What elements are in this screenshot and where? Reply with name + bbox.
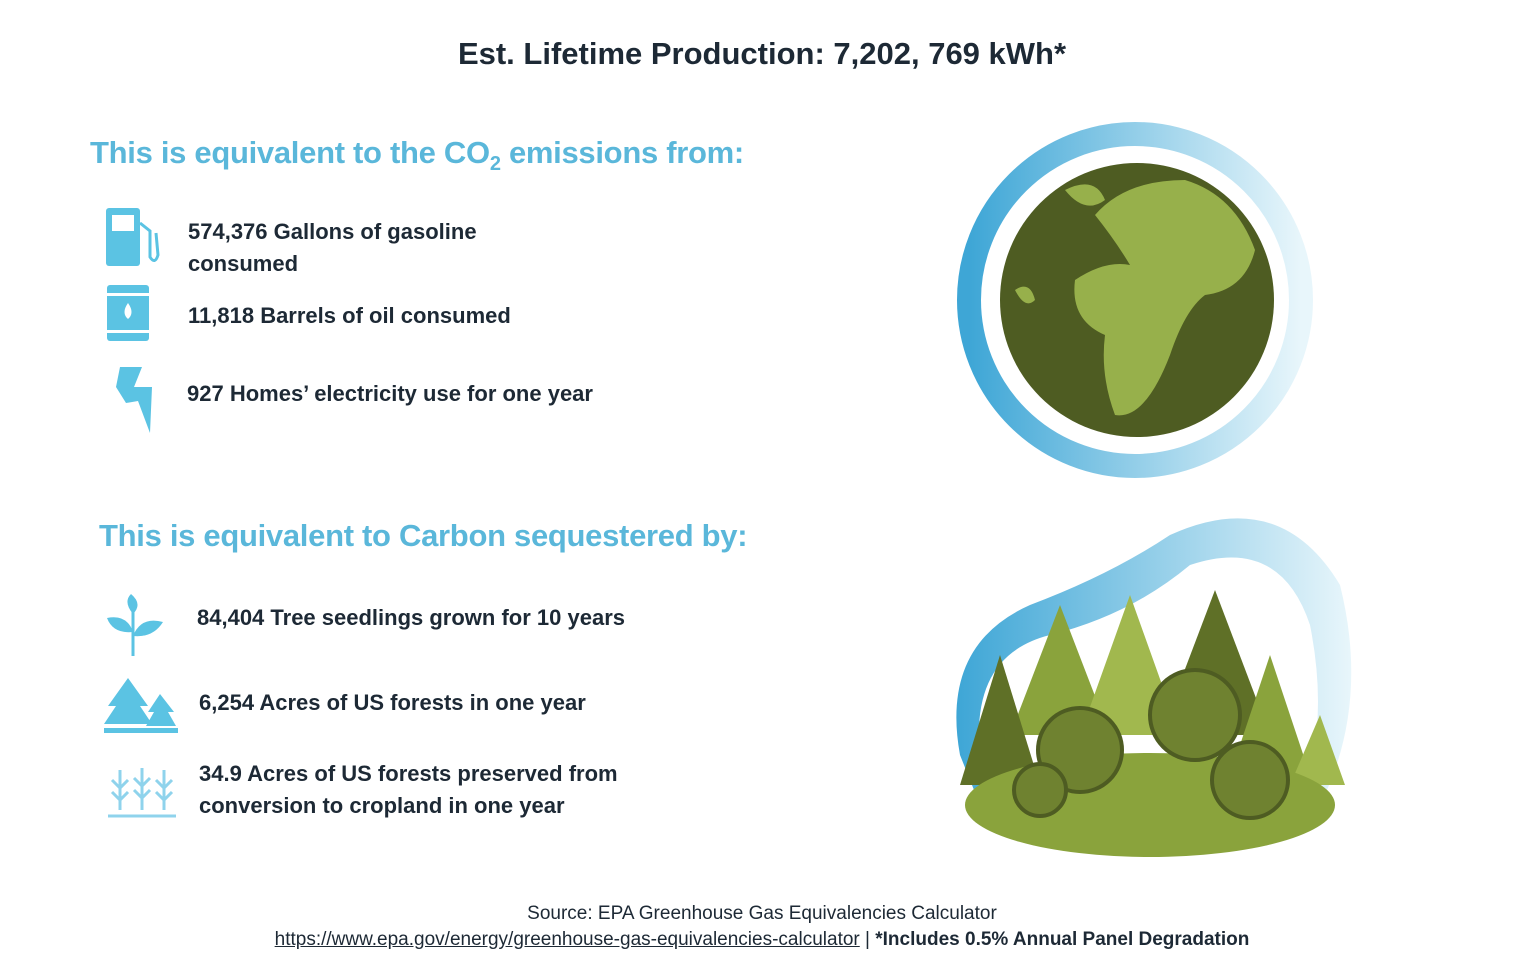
globe-illustration — [957, 122, 1313, 478]
lightning-icon — [116, 367, 152, 433]
separator: | — [865, 929, 870, 950]
tree — [104, 678, 152, 724]
item-text: 84,404 Tree seedlings grown for 10 years — [197, 605, 625, 630]
forest-icon — [104, 678, 178, 733]
ground — [104, 728, 178, 733]
crop-stalks — [108, 768, 176, 818]
source-text: Source: EPA Greenhouse Gas Equivalencies… — [527, 903, 997, 924]
pump-window — [112, 215, 134, 231]
footer-line: https://www.epa.gov/energy/greenhouse-ga… — [0, 929, 1524, 951]
leaves — [107, 594, 163, 637]
tree — [146, 694, 176, 726]
drop — [124, 303, 132, 319]
heading-text: This is equivalent to the CO — [90, 135, 490, 170]
section-heading: This is equivalent to Carbon sequestered… — [99, 518, 748, 553]
seedling-icon — [107, 594, 163, 656]
item-text: 6,254 Acres of US forests in one year — [199, 690, 586, 715]
source-link[interactable]: https://www.epa.gov/energy/greenhouse-ga… — [274, 929, 860, 950]
continent — [1015, 184, 1105, 304]
title: Est. Lifetime Production: 7,202, 769 kWh… — [457, 36, 1067, 71]
barrel-icon — [107, 285, 149, 341]
pump-hose — [139, 221, 160, 262]
forest-illustration — [956, 518, 1352, 857]
coins — [1012, 668, 1290, 820]
item-text: 11,818 Barrels of oil consumed — [188, 303, 511, 328]
heading-text: emissions from: — [500, 135, 744, 170]
footnote: *Includes 0.5% Annual Panel Degradation — [875, 929, 1250, 950]
item-text: 34.9 Acres of US forests preserved from … — [199, 761, 618, 818]
gas-pump-icon — [106, 208, 160, 266]
continent — [1074, 180, 1255, 416]
section-heading: This is equivalent to the CO2 emissions … — [90, 132, 744, 185]
barrel-band — [107, 330, 149, 333]
globe-ring — [957, 122, 1313, 478]
crop-icon — [108, 768, 176, 818]
bolt — [116, 367, 152, 433]
subscript: 2 — [489, 153, 501, 176]
item-text: 927 Homes’ electricity use for one year — [187, 381, 593, 406]
barrel-band — [107, 293, 149, 296]
item-text: 574,376 Gallons of gasoline consumed — [188, 219, 477, 276]
